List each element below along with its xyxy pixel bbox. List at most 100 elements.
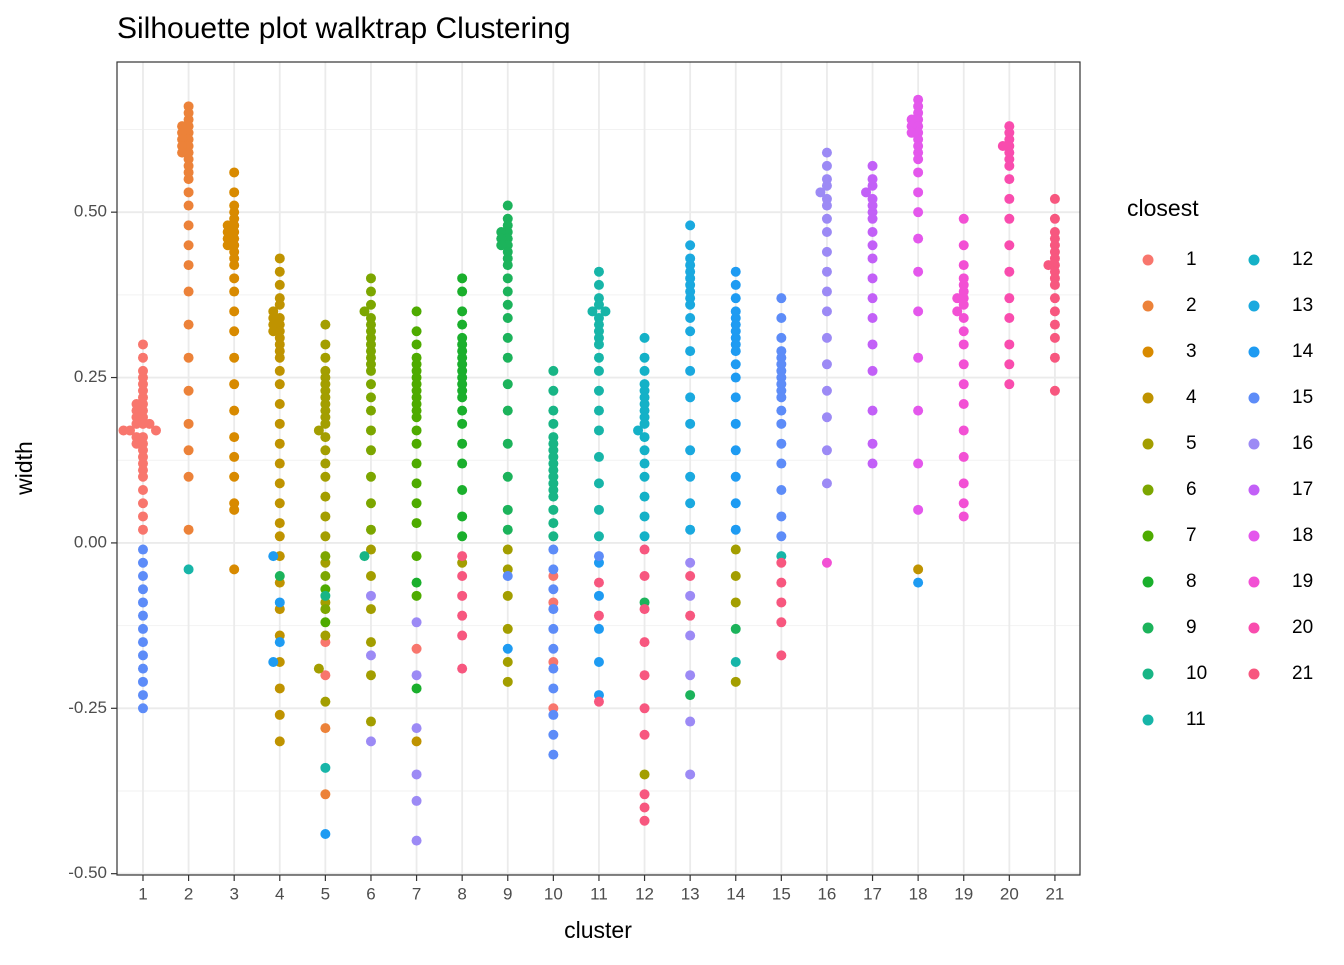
legend-label: 6 xyxy=(1186,479,1197,500)
legend-swatch xyxy=(1248,622,1260,634)
point xyxy=(131,438,142,449)
point xyxy=(1049,279,1060,290)
point xyxy=(183,174,194,185)
point xyxy=(411,458,422,469)
point xyxy=(639,352,650,363)
x-tick-label: 14 xyxy=(726,884,745,903)
point xyxy=(821,147,832,158)
point xyxy=(639,531,650,542)
point xyxy=(685,769,696,780)
point xyxy=(730,372,741,383)
point xyxy=(685,392,696,403)
point xyxy=(365,544,376,555)
point xyxy=(593,279,604,290)
legend-label: 1 xyxy=(1186,249,1197,270)
point xyxy=(365,670,376,681)
x-tick-label: 12 xyxy=(635,884,654,903)
point xyxy=(365,273,376,284)
point xyxy=(958,326,969,337)
point xyxy=(274,478,285,489)
point xyxy=(639,418,650,429)
point xyxy=(502,590,513,601)
point xyxy=(229,306,240,317)
point xyxy=(502,200,513,211)
legend-label: 19 xyxy=(1292,571,1313,592)
point xyxy=(730,524,741,535)
point xyxy=(685,590,696,601)
point xyxy=(639,570,650,581)
point xyxy=(365,392,376,403)
legend-title: closest xyxy=(1127,195,1199,221)
x-tick-label: 7 xyxy=(412,884,421,903)
x-tick-label: 5 xyxy=(321,884,330,903)
point xyxy=(274,279,285,290)
point xyxy=(867,273,878,284)
point xyxy=(365,604,376,615)
point xyxy=(320,630,331,641)
point xyxy=(1004,359,1015,370)
point xyxy=(593,696,604,707)
point xyxy=(1049,319,1060,330)
point xyxy=(320,789,331,800)
point xyxy=(1004,379,1015,390)
point xyxy=(457,663,468,674)
point xyxy=(365,736,376,747)
point xyxy=(411,736,422,747)
point xyxy=(867,240,878,251)
legend-label: 18 xyxy=(1292,525,1313,546)
point xyxy=(821,478,832,489)
point xyxy=(776,557,787,568)
point xyxy=(821,213,832,224)
point xyxy=(365,498,376,509)
point xyxy=(183,319,194,330)
point xyxy=(365,286,376,297)
point xyxy=(137,352,148,363)
point xyxy=(548,491,559,502)
point xyxy=(958,339,969,350)
legend-swatch xyxy=(1248,484,1260,496)
point xyxy=(958,379,969,390)
point xyxy=(502,623,513,634)
point xyxy=(548,518,559,529)
point xyxy=(730,346,741,357)
point xyxy=(685,346,696,357)
point xyxy=(776,597,787,608)
point xyxy=(411,478,422,489)
point xyxy=(821,180,832,191)
point xyxy=(913,504,924,515)
y-tick-label: -0.25 xyxy=(68,698,107,717)
point xyxy=(229,379,240,390)
point xyxy=(229,451,240,462)
point xyxy=(320,617,331,628)
point xyxy=(821,412,832,423)
point xyxy=(137,584,148,595)
point xyxy=(913,405,924,416)
point xyxy=(776,458,787,469)
point xyxy=(365,650,376,661)
x-tick-label: 6 xyxy=(366,884,375,903)
point xyxy=(411,835,422,846)
point xyxy=(411,577,422,588)
point xyxy=(685,630,696,641)
point xyxy=(593,451,604,462)
point xyxy=(685,498,696,509)
point xyxy=(593,385,604,396)
legend-swatch xyxy=(1142,576,1154,588)
point xyxy=(593,339,604,350)
x-tick-label: 1 xyxy=(138,884,147,903)
point xyxy=(320,432,331,443)
x-tick-label: 9 xyxy=(503,884,512,903)
point xyxy=(183,524,194,535)
point xyxy=(274,438,285,449)
legend-swatch xyxy=(1142,622,1154,634)
point xyxy=(867,180,878,191)
point xyxy=(137,623,148,634)
x-tick-label: 21 xyxy=(1045,884,1064,903)
legend-label: 4 xyxy=(1186,387,1197,408)
axes: -0.50-0.250.000.250.501 2 3 4 5 6 7 8 9 10 11 12 13 1… xyxy=(68,202,1064,904)
point xyxy=(457,511,468,522)
point xyxy=(137,484,148,495)
legend-label: 7 xyxy=(1186,525,1197,546)
point xyxy=(776,293,787,304)
